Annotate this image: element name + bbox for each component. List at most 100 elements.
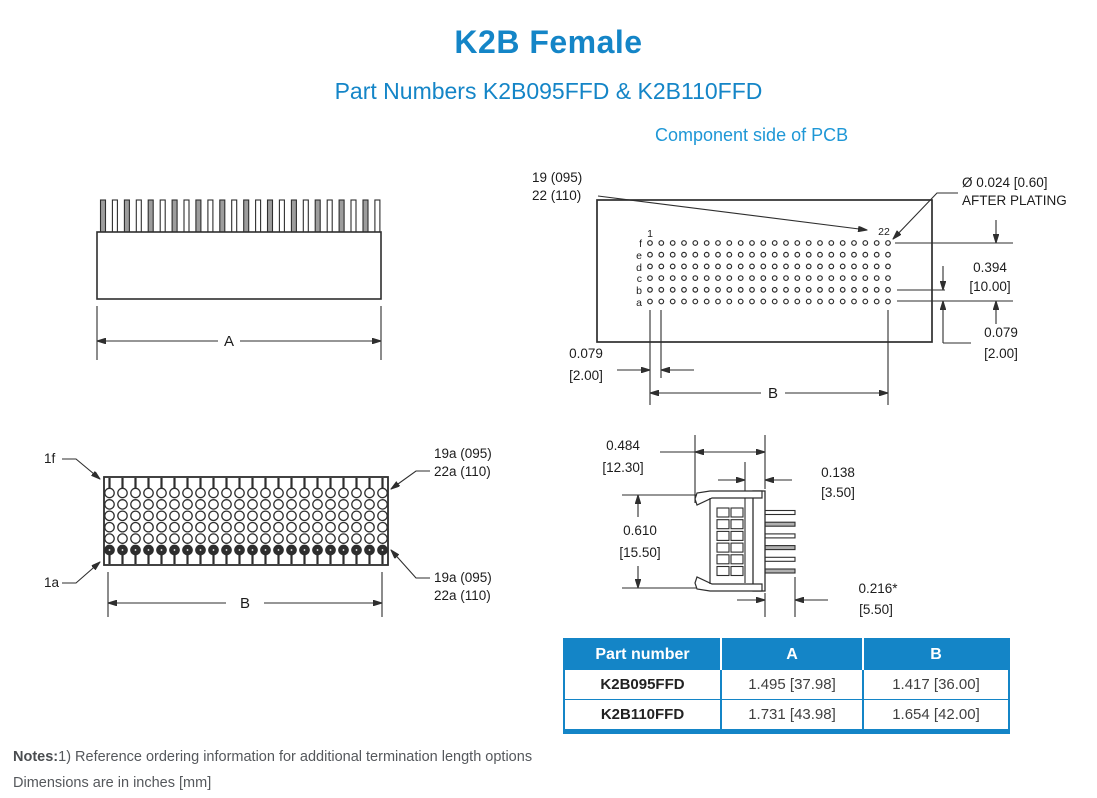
pcb-pad (658, 286, 665, 293)
pcb-pad (851, 240, 857, 246)
pcb-pad (862, 298, 869, 305)
contact-hole (221, 521, 232, 533)
top-view-dim-b (107, 572, 383, 617)
row-label-b: b (636, 285, 642, 297)
contact-hole-center (341, 548, 346, 552)
pcb-pad (658, 298, 665, 305)
contact-hole (130, 510, 141, 522)
leader-1f (62, 458, 100, 479)
pcb-pad (885, 263, 891, 270)
pcb-pad (703, 240, 710, 246)
contact-hole-center (211, 548, 216, 552)
contact-hole-center (159, 548, 164, 552)
pcb-pad (658, 275, 665, 281)
pcb-pad (749, 298, 755, 305)
label-tr-095: 19a (095) (434, 446, 492, 461)
contact-hole (104, 499, 115, 510)
hole-diameter-note: Ø 0.024 [0.60] (962, 175, 1048, 190)
pcb-pad (749, 263, 755, 270)
contact-hole (234, 499, 245, 510)
pcb-pad (737, 298, 744, 305)
front-pin (195, 199, 202, 234)
pcb-pad (839, 298, 846, 305)
contact-hole (104, 487, 115, 499)
leader-tr (391, 470, 430, 489)
table-header-row: Part number A B (564, 639, 1009, 670)
notes-line-2: Dimensions are in inches [mm] (13, 775, 212, 791)
front-view-pins (99, 199, 381, 234)
contact-hole (286, 533, 297, 544)
contact-hole (247, 499, 258, 510)
pcb-pad (817, 251, 823, 258)
contact-hole (117, 521, 128, 533)
pcb-pad (771, 298, 778, 305)
contact-hole (325, 533, 336, 544)
pcb-pad (851, 275, 857, 281)
contact-hole (247, 487, 258, 499)
pcb-pad (726, 251, 733, 258)
table-cell-a: 1.495 [37.98] (720, 669, 864, 700)
pcb-pad (771, 240, 778, 246)
pcb-pad (669, 251, 676, 258)
front-view-body (96, 231, 382, 300)
pcb-pad (647, 251, 653, 258)
side-view-contacts (716, 507, 744, 577)
pcb-pad (783, 240, 789, 246)
contact-hole (169, 521, 180, 533)
dim-wall-in: 0.138 (821, 465, 855, 480)
pcb-pad (805, 240, 812, 246)
pcb-pad (692, 275, 699, 281)
pcb-pad (749, 251, 755, 258)
front-pin (350, 199, 357, 234)
table-row: K2B095FFD 1.495 [37.98] 1.417 [36.00] (564, 669, 1010, 700)
contact-hole-center (354, 548, 359, 552)
front-pin (231, 199, 238, 234)
pcb-pad (783, 263, 789, 270)
contact-hole (143, 521, 154, 533)
contact-hole (247, 521, 258, 533)
pcb-pad (681, 298, 687, 305)
contact-hole (182, 499, 193, 510)
contact-slot (716, 565, 730, 577)
contact-hole (143, 487, 154, 499)
contact-hole (325, 499, 336, 510)
contact-slot (730, 565, 744, 577)
side-view-drawing: 0.484 [12.30] 0.138 [3.50] 0.610 [15.50] (602, 435, 898, 617)
pcb-pad (873, 263, 880, 270)
pcb-pad (760, 275, 767, 281)
pcb-pad (760, 286, 767, 293)
pcb-pad (703, 263, 710, 270)
pcb-pad (828, 275, 835, 281)
pcb-pad (794, 275, 801, 281)
hole-note-leader (893, 192, 958, 239)
front-pin (338, 199, 345, 234)
contact-hole-center (133, 548, 138, 552)
pcb-pad (873, 275, 880, 281)
contact-hole (143, 499, 154, 510)
pcb-pad (771, 263, 778, 270)
contact-hole (312, 499, 323, 510)
pcb-pad (794, 251, 801, 258)
pcb-pad (681, 251, 687, 258)
table-header-b: B (862, 639, 1009, 670)
contact-hole (286, 499, 297, 510)
front-pin (255, 199, 262, 234)
dim-width-mm: [12.30] (602, 460, 643, 475)
pcb-pad (647, 240, 653, 246)
top-view-dim-b-label: B (240, 595, 250, 612)
contact-hole (117, 499, 128, 510)
contact-hole (273, 499, 284, 510)
contact-hole (156, 487, 167, 499)
side-pin (764, 509, 796, 516)
side-view-bottom-flange (694, 576, 763, 592)
pcb-pad (669, 298, 676, 305)
pcb-pad (669, 286, 676, 293)
pcb-pad (749, 275, 755, 281)
contact-hole (143, 510, 154, 522)
notes-line-1: Notes:1) Reference ordering information … (13, 749, 532, 765)
contact-slot (730, 519, 744, 530)
label-1a: 1a (44, 575, 60, 590)
pcb-pad (726, 263, 733, 270)
pcb-pad (873, 286, 880, 293)
